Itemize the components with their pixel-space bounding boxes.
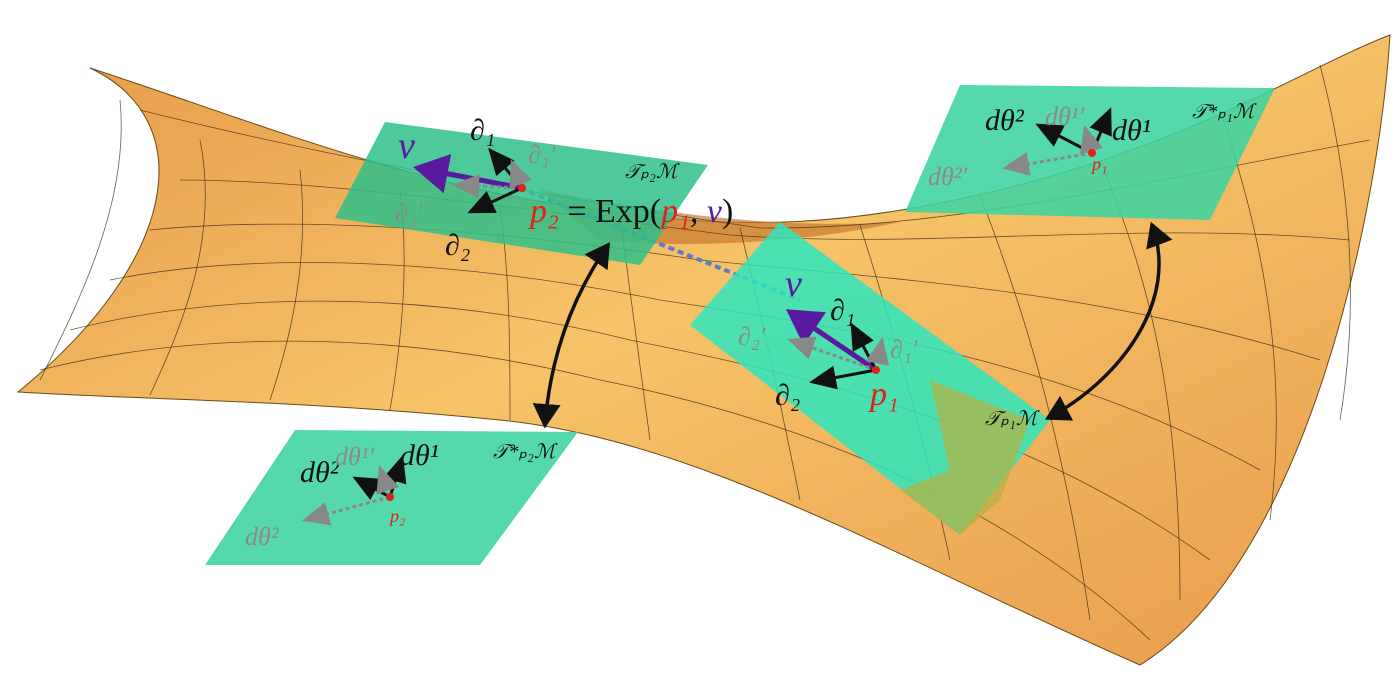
cotangent-p2-arrows xyxy=(302,455,407,526)
tangent-p2-arrows xyxy=(413,147,532,214)
basis-label: ∂₁′ xyxy=(528,140,556,169)
plane-label: 𝒯ₚ₁ℳ xyxy=(985,408,1040,430)
surface-grid xyxy=(39,64,1371,641)
basis-label: ∂₂′ xyxy=(395,199,423,228)
covector-label: dθ¹′ xyxy=(1045,102,1085,131)
tangent-p1-arrows xyxy=(785,309,890,390)
covector-label: dθ¹ xyxy=(1112,114,1151,147)
covector-label: dθ² xyxy=(300,456,340,489)
point-label: p₁ xyxy=(1090,154,1107,174)
plane-label: 𝒯*ₚ₁ℳ xyxy=(1192,101,1257,123)
point-label: p₂ xyxy=(388,506,405,526)
basis-label: ∂₁′ xyxy=(890,335,918,364)
basis-label: ∂₁ xyxy=(830,294,855,327)
covector-label: dθ¹′ xyxy=(335,442,375,471)
covector-label: dθ¹ xyxy=(400,439,439,472)
basis-label: ∂₁ xyxy=(470,114,495,147)
basis-label: ∂₂′ xyxy=(738,322,766,351)
plane-label: 𝒯*ₚ₂ℳ xyxy=(493,441,558,463)
point-label: p₁ xyxy=(868,376,899,413)
vector-v: v xyxy=(785,263,802,305)
basis-label: ∂₂ xyxy=(445,229,470,262)
plane-surface-overlap xyxy=(900,380,1030,535)
covector-label: dθ²′ xyxy=(928,162,968,191)
duality-arrow xyxy=(532,242,610,429)
covector-label: dθ² xyxy=(985,104,1025,137)
exp-equation: p₂ = Exp(p₁, v) xyxy=(528,193,733,230)
cotangent-p1-arrows xyxy=(1002,107,1112,176)
covector-label: dθ² xyxy=(245,522,280,551)
basis-label: ∂₂ xyxy=(775,379,800,412)
vector-v: v xyxy=(398,125,415,167)
plane-label: 𝒯ₚ₂ℳ xyxy=(625,161,680,183)
duality-arrow xyxy=(1044,221,1173,421)
